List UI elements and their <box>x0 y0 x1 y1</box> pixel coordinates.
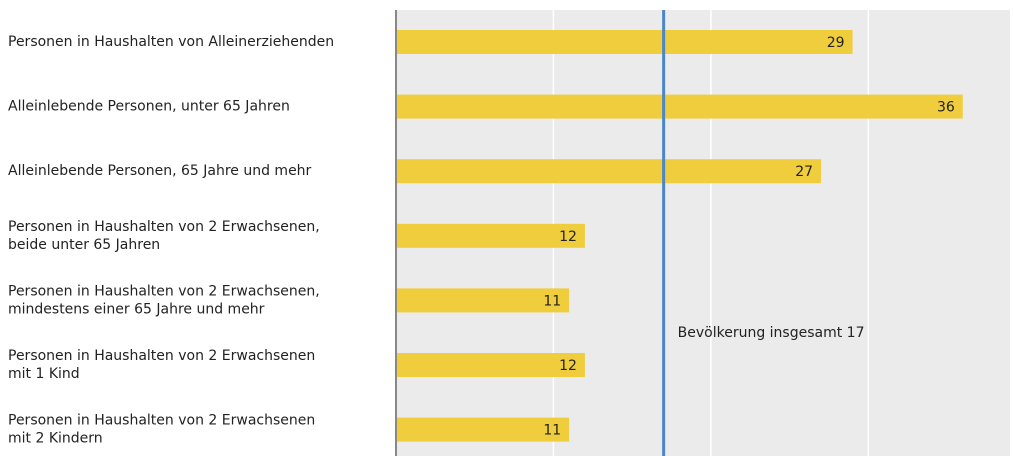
value-label: 12 <box>559 358 577 374</box>
category-label: Personen in Haushalten von 2 Erwachsenen… <box>8 413 315 447</box>
category-label: Personen in Haushalten von Alleinerziehe… <box>8 34 334 50</box>
value-label: 29 <box>827 35 845 51</box>
category-label: Personen in Haushalten von 2 Erwachsenen… <box>8 219 320 253</box>
value-label: 27 <box>795 164 813 180</box>
bar <box>396 223 585 248</box>
category-label: Personen in Haushalten von 2 Erwachsenen… <box>8 348 315 382</box>
category-label: Alleinlebende Personen, unter 65 Jahren <box>8 99 290 115</box>
value-label: 11 <box>543 423 561 439</box>
bar <box>396 30 853 54</box>
category-label: Personen in Haushalten von 2 Erwachsenen… <box>8 283 320 317</box>
bar <box>396 94 963 119</box>
value-label: 12 <box>559 229 577 245</box>
value-label: 36 <box>937 100 955 116</box>
bar <box>396 417 570 442</box>
annotation: Bevölkerung insgesamt 17 <box>678 325 865 341</box>
bar <box>396 159 822 184</box>
category-label: Alleinlebende Personen, 65 Jahre und meh… <box>8 163 312 179</box>
bar <box>396 353 585 377</box>
value-label: 11 <box>543 293 561 309</box>
bar <box>396 288 570 313</box>
